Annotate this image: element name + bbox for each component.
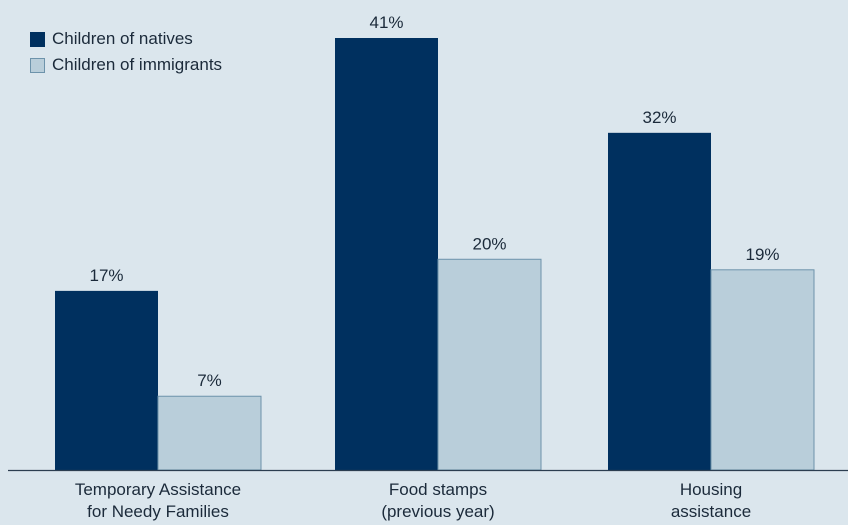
legend-swatch-immigrants — [30, 57, 45, 73]
x-tick-label-1-0: Food stamps — [389, 480, 487, 499]
x-tick-label-0-0: Temporary Assistance — [75, 480, 241, 499]
data-label-natives-0: 17% — [89, 266, 123, 285]
data-label-natives-1: 41% — [369, 13, 403, 32]
data-label-immigrants-1: 20% — [472, 234, 506, 253]
legend-label-immigrants: Children of immigrants — [52, 55, 223, 74]
legend-item-immigrants: Children of immigrants — [30, 52, 222, 78]
data-label-immigrants-2: 19% — [745, 245, 779, 264]
bar-natives-1 — [335, 38, 438, 470]
legend-label-natives: Children of natives — [52, 29, 193, 48]
data-label-natives-2: 32% — [642, 108, 676, 127]
legend: Children of natives Children of immigran… — [30, 26, 222, 78]
bar-natives-2 — [608, 132, 711, 470]
x-tick-label-0-1: for Needy Families — [87, 502, 229, 521]
bar-immigrants-1 — [437, 258, 542, 471]
data-label-immigrants-0: 7% — [197, 371, 222, 390]
x-tick-label-2-1: assistance — [671, 502, 751, 521]
x-tick-label-1-1: (previous year) — [381, 502, 494, 521]
legend-item-natives: Children of natives — [30, 26, 222, 52]
x-tick-label-2-0: Housing — [680, 480, 742, 499]
bar-immigrants-2 — [710, 269, 815, 471]
legend-swatch-natives — [30, 31, 45, 47]
bar-natives-0 — [55, 290, 158, 470]
bar-immigrants-0 — [157, 395, 262, 471]
